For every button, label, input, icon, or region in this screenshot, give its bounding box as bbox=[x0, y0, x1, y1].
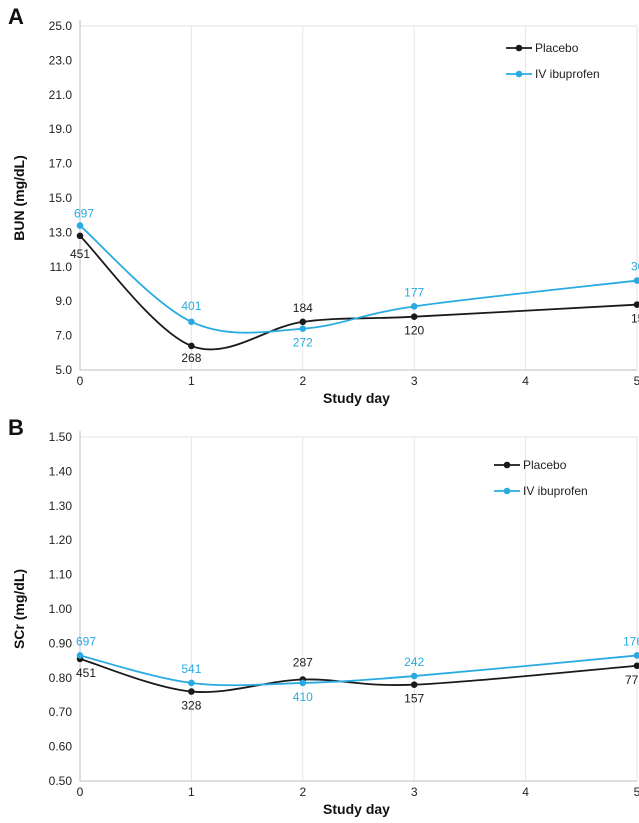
legend-label-ibuprofen: IV ibuprofen bbox=[523, 484, 588, 498]
data-point-ibuprofen bbox=[76, 222, 84, 229]
series-line-placebo bbox=[79, 658, 638, 693]
data-point-ibuprofen bbox=[188, 318, 195, 326]
data-point-placebo bbox=[299, 318, 307, 326]
y-tick-label: 23.0 bbox=[49, 53, 73, 67]
legend-swatch-marker bbox=[503, 461, 511, 469]
n-label-placebo: 287 bbox=[293, 656, 313, 670]
data-point-placebo bbox=[188, 688, 195, 695]
y-tick-label: 0.70 bbox=[49, 705, 73, 719]
data-point-placebo bbox=[633, 662, 639, 670]
n-label-placebo: 184 bbox=[293, 301, 313, 315]
y-tick-label: 1.50 bbox=[49, 430, 73, 444]
y-tick-label: 9.0 bbox=[55, 294, 72, 308]
n-label-placebo: 451 bbox=[70, 247, 90, 261]
chart-svg-b: B 0.50 0.60 0.70 0.80 0.90 1.00 1.10 1.20 1.30 1.4… bbox=[8, 415, 639, 817]
x-tick-label: 0 bbox=[77, 785, 84, 799]
data-point-ibuprofen bbox=[188, 679, 195, 687]
chart-svg-a: A5.07.09.011.013.015.017.019.021.023.025… bbox=[8, 4, 639, 406]
y-tick-label: 15.0 bbox=[49, 191, 73, 205]
y-tick-label: 13.0 bbox=[49, 225, 73, 239]
y-tick-label: 25.0 bbox=[49, 19, 73, 33]
x-axis-title: Study day bbox=[323, 801, 390, 817]
n-label-ibuprofen: 177 bbox=[404, 285, 424, 299]
n-label-ibuprofen: 697 bbox=[74, 207, 94, 221]
n-label-placebo: 15 bbox=[631, 312, 639, 326]
y-axis-title: BUN (mg/dL) bbox=[11, 155, 27, 241]
data-point-ibuprofen bbox=[76, 652, 84, 659]
y-tick-label: 21.0 bbox=[49, 88, 73, 102]
x-tick-label: 2 bbox=[299, 785, 306, 799]
n-label-placebo: 451 bbox=[76, 666, 96, 680]
data-point-ibuprofen bbox=[299, 679, 307, 687]
n-label-ibuprofen: 176 bbox=[623, 634, 639, 648]
x-tick-label: 0 bbox=[77, 374, 84, 388]
y-tick-label: 1.20 bbox=[49, 533, 73, 547]
y-tick-label: 11.0 bbox=[50, 260, 73, 274]
y-axis-title: SCr (mg/dL) bbox=[11, 569, 27, 649]
data-point-ibuprofen bbox=[410, 303, 418, 310]
x-axis-title: Study day bbox=[323, 390, 390, 406]
y-tick-label: 1.40 bbox=[49, 464, 73, 478]
legend-swatch-marker bbox=[515, 70, 523, 78]
y-tick-label: 5.0 bbox=[55, 363, 72, 377]
y-tick-label: 1.00 bbox=[49, 602, 73, 616]
data-point-ibuprofen bbox=[410, 672, 418, 680]
n-label-placebo: 157 bbox=[404, 692, 424, 706]
x-tick-label: 5 bbox=[634, 785, 639, 799]
data-point-placebo bbox=[188, 342, 195, 350]
n-label-ibuprofen: 242 bbox=[404, 655, 424, 669]
x-tick-label: 5 bbox=[634, 374, 639, 388]
chart-panel-b: B 0.50 0.60 0.70 0.80 0.90 1.00 1.10 1.20 1.30 1.4… bbox=[0, 411, 639, 822]
data-point-placebo bbox=[410, 313, 418, 320]
y-tick-label: 1.30 bbox=[49, 499, 73, 513]
data-point-placebo bbox=[410, 681, 418, 688]
x-tick-label: 2 bbox=[299, 374, 306, 388]
data-point-ibuprofen bbox=[633, 652, 639, 659]
legend-label-placebo: Placebo bbox=[523, 458, 567, 472]
n-label-ibuprofen: 697 bbox=[76, 634, 96, 648]
x-tick-label: 3 bbox=[411, 374, 418, 388]
series-line-ibuprofen bbox=[79, 224, 638, 334]
n-label-ibuprofen: 30 bbox=[631, 260, 639, 274]
y-tick-label: 1.10 bbox=[49, 568, 73, 582]
x-tick-label: 3 bbox=[411, 785, 418, 799]
n-label-placebo: 268 bbox=[181, 351, 201, 365]
y-tick-label: 0.90 bbox=[49, 636, 73, 650]
y-tick-label: 0.50 bbox=[49, 774, 73, 788]
data-point-placebo bbox=[633, 301, 639, 308]
panel-letter: A bbox=[8, 4, 24, 29]
legend-label-ibuprofen: IV ibuprofen bbox=[535, 67, 600, 81]
panel-letter: B bbox=[8, 415, 24, 440]
x-tick-label: 1 bbox=[188, 785, 195, 799]
n-label-placebo: 120 bbox=[404, 324, 424, 338]
y-tick-label: 7.0 bbox=[55, 329, 72, 343]
legend-swatch-marker bbox=[515, 44, 523, 52]
y-tick-label: 17.0 bbox=[49, 157, 73, 171]
y-tick-label: 19.0 bbox=[49, 122, 73, 136]
series-line-placebo bbox=[79, 235, 638, 351]
n-label-placebo: 77 bbox=[625, 673, 639, 687]
y-tick-label: 0.80 bbox=[49, 671, 73, 685]
n-label-ibuprofen: 401 bbox=[181, 299, 201, 313]
legend-label-placebo: Placebo bbox=[535, 41, 579, 55]
x-tick-label: 4 bbox=[522, 374, 529, 388]
x-tick-label: 4 bbox=[522, 785, 529, 799]
y-tick-label: 0.60 bbox=[49, 740, 73, 754]
chart-panel-a: A 5.0 7.0 9.0 11.0 13.0 15.0 17.0 19.0 21.0 23.0 25… bbox=[0, 0, 639, 411]
data-point-placebo bbox=[76, 232, 84, 240]
n-label-ibuprofen: 410 bbox=[293, 690, 313, 704]
data-point-ibuprofen bbox=[299, 325, 307, 333]
n-label-placebo: 328 bbox=[181, 699, 201, 713]
n-label-ibuprofen: 272 bbox=[293, 336, 313, 350]
series-line-ibuprofen bbox=[79, 654, 638, 687]
legend-swatch-marker bbox=[503, 487, 511, 495]
data-point-ibuprofen bbox=[633, 277, 639, 284]
n-label-ibuprofen: 541 bbox=[181, 662, 201, 676]
x-tick-label: 1 bbox=[188, 374, 195, 388]
